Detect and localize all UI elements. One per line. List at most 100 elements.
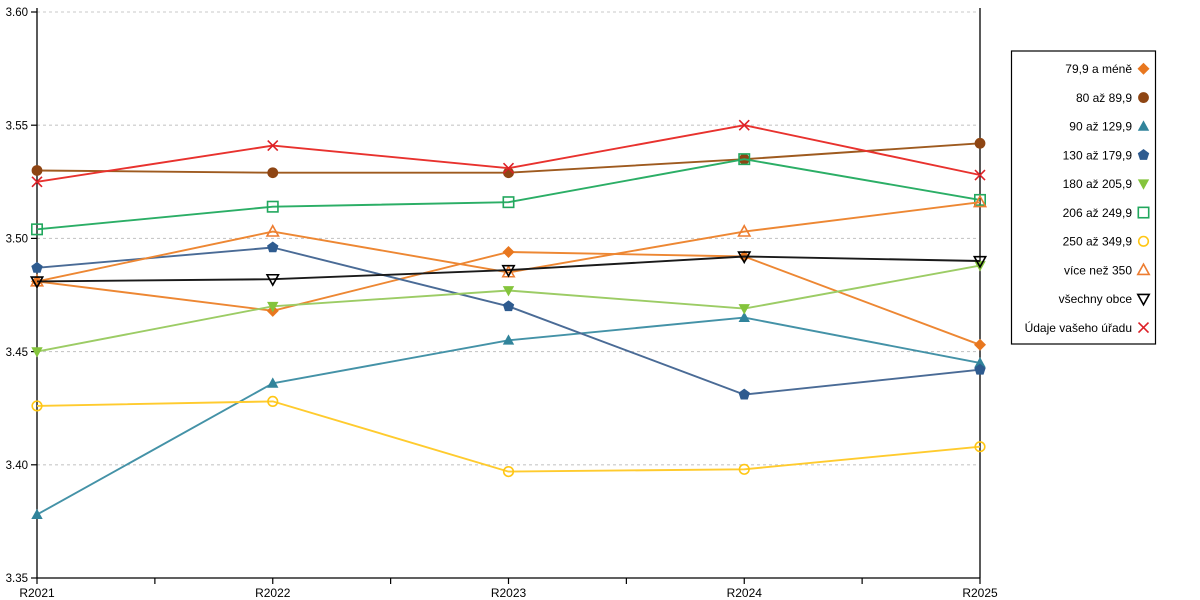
- legend-label: 206 až 249,9: [1063, 206, 1133, 220]
- marker-triangle-down: [502, 286, 515, 297]
- data-point: [266, 200, 279, 213]
- marker-x-open: [1137, 321, 1150, 334]
- data-point: [974, 338, 986, 351]
- marker-triangle-up-open: [265, 224, 280, 237]
- legend-item-180-a-205-9: 180 až 205,9: [1063, 177, 1150, 191]
- marker-triangle-up: [738, 311, 750, 323]
- data-point: [502, 162, 515, 174]
- marker-x-open: [738, 119, 750, 131]
- legend-marker: [1138, 92, 1149, 103]
- marker-pentagon: [31, 261, 43, 273]
- marker-circle-open: [1137, 235, 1150, 247]
- data-point: [31, 508, 43, 520]
- data-point: [267, 301, 279, 313]
- marker-triangle-up: [502, 334, 515, 345]
- marker-triangle-up: [267, 377, 279, 388]
- data-point: [502, 196, 515, 209]
- marker-circle: [267, 167, 279, 179]
- marker-circle-open: [502, 465, 515, 478]
- series-v-ce-ne-350: [29, 194, 988, 287]
- legend-item-90-a-129-9: 90 až 129,9: [1069, 120, 1150, 134]
- marker-pentagon: [974, 363, 986, 375]
- marker-square-open: [266, 200, 279, 213]
- marker-circle-open: [974, 441, 986, 453]
- series-180-a-205-9: [31, 261, 986, 358]
- x-tick-label: R2021: [19, 586, 55, 600]
- data-point: [502, 334, 515, 345]
- data-point: [738, 153, 751, 166]
- marker-triangle-up: [974, 357, 986, 368]
- y-tick-label: 3.50: [6, 234, 28, 246]
- legend-label: 90 až 129,9: [1069, 120, 1132, 134]
- data-point: [501, 264, 516, 278]
- legend-label: více než 350: [1064, 263, 1132, 277]
- legend-marker: [1137, 62, 1150, 75]
- marker-x-open: [31, 176, 43, 188]
- legend: 79,9 a méně 80 až 89,9 90 až 129,9 130 až 1…: [1010, 50, 1157, 345]
- marker-circle: [1138, 92, 1149, 103]
- data-point: [265, 224, 280, 237]
- legend-item-250-a-349-9: 250 až 349,9: [1063, 235, 1150, 249]
- legend-marker: [1136, 293, 1151, 307]
- legend-marker: [1137, 149, 1150, 160]
- legend-item-206-a-249-9: 206 až 249,9: [1063, 206, 1150, 220]
- data-point: [267, 377, 279, 388]
- data-point: [502, 300, 515, 312]
- data-point: [974, 169, 986, 181]
- marker-diamond: [1137, 62, 1150, 75]
- legend-item-80-a-89-9: 80 až 89,9: [1076, 91, 1149, 105]
- marker-pentagon: [502, 300, 515, 312]
- series-daje-va-eho-adu: [31, 119, 986, 188]
- data-point: [972, 255, 988, 269]
- data-point: [502, 286, 515, 297]
- data-point: [267, 167, 279, 179]
- marker-triangle-down-open: [972, 255, 988, 269]
- legend-label: 250 až 349,9: [1063, 235, 1133, 249]
- legend-label: všechny obce: [1059, 292, 1133, 306]
- legend-item-daje-va-eho-adu: Údaje vašeho úřadu: [1025, 320, 1150, 335]
- marker-triangle-up: [31, 508, 43, 520]
- data-point: [31, 165, 43, 176]
- marker-diamond: [974, 338, 986, 351]
- legend-marker: [1136, 262, 1151, 276]
- data-point: [31, 400, 43, 412]
- marker-x-open: [974, 169, 986, 181]
- data-point: [267, 140, 279, 152]
- marker-pentagon: [1137, 149, 1150, 160]
- marker-triangle-up: [1137, 120, 1150, 131]
- data-point: [31, 275, 43, 288]
- marker-triangle-up-open: [972, 194, 988, 208]
- x-tick-label: R2022: [255, 586, 291, 600]
- data-point: [974, 357, 986, 368]
- data-point: [265, 273, 280, 287]
- data-point: [502, 245, 515, 258]
- data-point: [502, 465, 515, 478]
- data-point: [738, 304, 750, 315]
- data-point: [974, 137, 986, 149]
- marker-triangle-down: [738, 304, 750, 315]
- marker-triangle-down: [267, 301, 279, 313]
- marker-circle: [974, 137, 986, 149]
- data-point: [974, 441, 986, 453]
- legend-item-79-9-a-m-n: 79,9 a méně: [1065, 62, 1150, 76]
- data-point: [974, 363, 986, 375]
- data-point: [738, 388, 750, 400]
- legend-label: 130 až 179,9: [1063, 148, 1133, 162]
- data-point: [738, 119, 750, 131]
- legend-marker: [1137, 120, 1150, 131]
- data-point: [31, 176, 43, 188]
- marker-pentagon: [267, 241, 279, 253]
- legend-label: 79,9 a méně: [1065, 62, 1132, 76]
- marker-triangle-down-open: [737, 251, 752, 265]
- marker-circle-open: [267, 395, 279, 408]
- series-line: [36, 400, 981, 473]
- series-206-a-249-9: [30, 153, 986, 236]
- data-point: [267, 395, 279, 408]
- marker-square-open: [30, 223, 43, 236]
- data-point: [29, 276, 45, 289]
- series-line: [36, 255, 981, 283]
- data-point: [738, 463, 750, 475]
- gridlines: [37, 11, 978, 466]
